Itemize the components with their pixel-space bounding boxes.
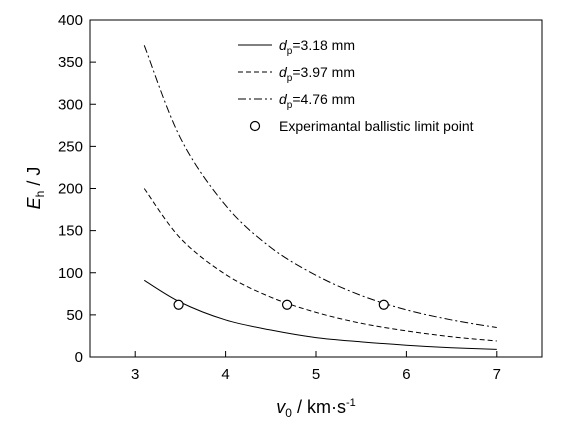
series-layer [143, 45, 497, 350]
x-tick-label: 6 [402, 366, 410, 383]
legend-entry-2: dp=3.97 mm [279, 64, 355, 84]
y-tick-label: 100 [58, 265, 83, 282]
x-tick-label: 7 [493, 366, 501, 383]
axis-ticks: 3 4 5 6 7 0 50 100 150 200 250 300 350 400 [58, 12, 501, 383]
legend-entry-1: dp=3.18 mm [279, 37, 355, 57]
y-tick-label: 0 [75, 349, 83, 366]
legend: dp=3.18 mm dp=3.97 mm dp=4.76 mm Experim… [238, 37, 474, 134]
x-axis-title: v0 / km·s-1 [276, 397, 355, 420]
y-tick-label: 350 [58, 54, 83, 71]
x-tick-label: 3 [131, 366, 139, 383]
legend-marker [249, 120, 261, 132]
legend-entry-3: dp=4.76 mm [279, 91, 355, 111]
y-axis-title: Eh / J [24, 167, 47, 210]
y-tick-label: 300 [58, 96, 83, 113]
experimental-point [378, 299, 389, 310]
y-tick-label: 200 [58, 181, 83, 198]
x-tick-label: 4 [221, 366, 229, 383]
series-line-3 [143, 45, 497, 329]
y-tick-label: 400 [58, 12, 83, 29]
y-tick-label: 250 [58, 138, 83, 155]
experimental-point [173, 299, 184, 310]
series-line-2 [143, 188, 497, 342]
series-line-1 [143, 279, 497, 350]
y-tick-label: 50 [66, 307, 83, 324]
x-tick-label: 5 [312, 366, 320, 383]
experimental-point [281, 299, 293, 310]
y-tick-label: 150 [58, 223, 83, 240]
legend-entry-4: Experimantal ballistic limit point [279, 118, 474, 134]
